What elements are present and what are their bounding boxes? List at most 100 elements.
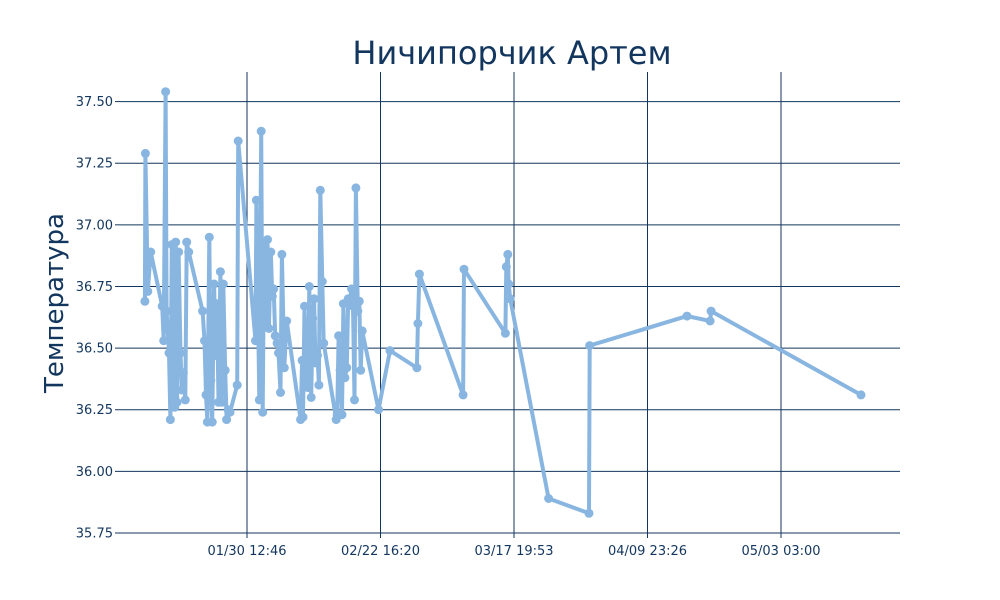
data-point [217, 397, 227, 407]
data-point [705, 316, 715, 326]
x-tick-label: 01/30 12:46 [207, 544, 286, 559]
data-point [276, 388, 285, 397]
data-point [251, 195, 261, 205]
data-point [140, 296, 150, 306]
data-point [140, 148, 150, 158]
data-point [263, 235, 272, 245]
data-point [356, 365, 366, 375]
y-tick-label: 36.50 [76, 342, 113, 357]
data-point [856, 390, 866, 400]
data-point [337, 410, 347, 420]
data-point [272, 338, 282, 348]
data-point [164, 348, 174, 358]
data-point [198, 306, 208, 316]
chart-title: Ничипорчик Артем [352, 34, 671, 72]
data-point [220, 365, 230, 375]
data-point [180, 395, 190, 405]
data-point [184, 247, 194, 257]
data-point [298, 412, 308, 422]
data-point [315, 185, 325, 195]
data-point [309, 294, 319, 304]
data-point [178, 368, 188, 378]
data-point [350, 395, 359, 405]
data-point [253, 294, 263, 304]
data-point [177, 385, 187, 395]
data-point [297, 355, 307, 365]
data-point [314, 380, 324, 390]
data-point [303, 383, 313, 393]
data-point [306, 392, 316, 402]
data-point [204, 232, 214, 242]
data-point [165, 415, 175, 425]
data-point [269, 284, 279, 294]
y-tick-label: 37.50 [76, 95, 113, 110]
data-point [209, 279, 219, 289]
data-point [143, 286, 153, 296]
data-point [584, 508, 594, 518]
data-point [385, 346, 395, 356]
data-point [503, 249, 513, 259]
x-tick-labels: 01/30 12:46 02/22 16:20 03/17 19:53 04/09 2… [207, 544, 820, 559]
grid [115, 72, 900, 538]
series-line [142, 89, 863, 516]
data-point [504, 279, 514, 289]
data-point [413, 319, 423, 328]
data-point [161, 87, 171, 97]
data-point [215, 267, 225, 277]
data-point [201, 390, 211, 400]
data-point [206, 375, 216, 385]
data-point [267, 291, 277, 301]
data-point [282, 316, 292, 326]
data-point [353, 306, 363, 316]
data-point [218, 279, 228, 289]
data-point [354, 296, 364, 306]
data-point [351, 183, 361, 193]
data-point [256, 126, 266, 136]
data-point [274, 348, 283, 358]
data-point [211, 351, 221, 360]
data-point [146, 247, 156, 257]
y-tick-label: 36.00 [76, 465, 113, 480]
data-point [174, 247, 184, 257]
data-point [200, 336, 209, 346]
y-axis-label: Температура [40, 213, 70, 394]
data-point [374, 405, 383, 415]
data-point [172, 397, 182, 407]
temperature-series [140, 87, 866, 518]
data-point [277, 249, 287, 259]
x-tick-label: 02/22 16:20 [341, 544, 420, 559]
data-point [171, 237, 181, 247]
y-tick-label: 37.25 [76, 157, 113, 172]
data-point [340, 373, 350, 383]
data-point [264, 323, 274, 333]
data-point [544, 494, 554, 503]
data-point [500, 328, 510, 338]
data-point [207, 417, 217, 427]
data-point [501, 262, 511, 272]
data-point [357, 326, 367, 336]
data-point [225, 407, 235, 417]
data-point [311, 358, 320, 368]
data-point [182, 237, 192, 247]
data-point [162, 306, 172, 316]
data-point [258, 407, 268, 417]
data-point [342, 363, 352, 373]
data-point [254, 395, 264, 405]
data-point [279, 363, 289, 373]
data-point [414, 269, 424, 279]
y-tick-label: 36.75 [76, 280, 113, 295]
data-point [347, 284, 357, 294]
data-point [334, 331, 344, 341]
y-tick-label: 35.75 [76, 527, 113, 542]
data-point [319, 338, 329, 348]
data-point [270, 331, 280, 341]
data-point [682, 311, 692, 321]
data-point [232, 380, 242, 390]
x-tick-label: 04/09 23:26 [608, 544, 687, 559]
data-point [313, 351, 322, 360]
data-point [706, 306, 716, 316]
data-point [459, 264, 469, 274]
data-point [458, 390, 468, 400]
data-point [222, 415, 232, 425]
